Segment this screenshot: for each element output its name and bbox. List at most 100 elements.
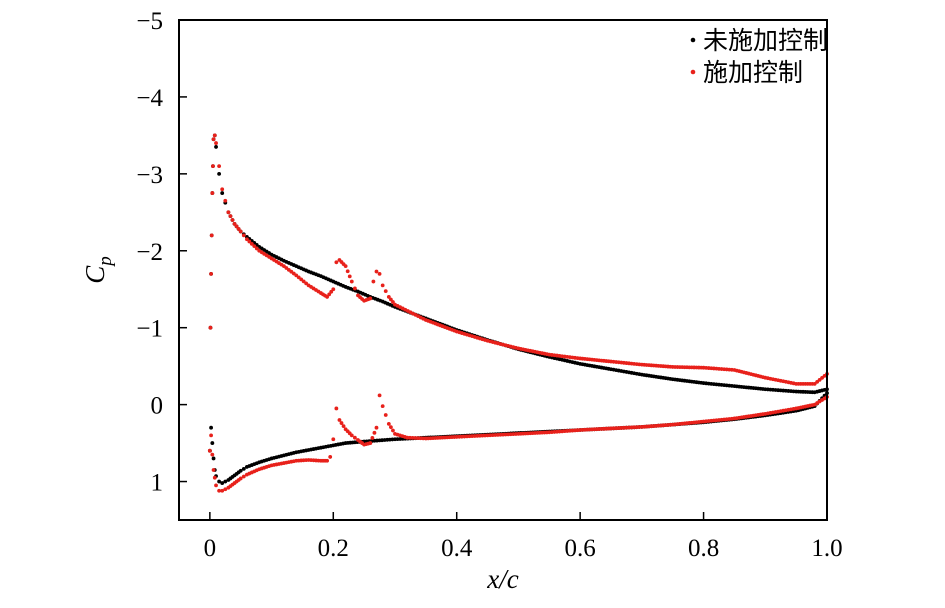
x-tick-label: 0.6 <box>565 535 596 562</box>
y-tick-label: −1 <box>136 316 163 343</box>
data-point <box>217 164 222 169</box>
data-point <box>352 435 357 440</box>
data-point <box>374 425 379 430</box>
data-point <box>209 433 213 438</box>
data-point <box>254 246 259 251</box>
data-point <box>232 221 237 226</box>
y-tick-label: −4 <box>136 85 163 112</box>
data-point <box>325 295 330 299</box>
data-point <box>208 325 213 330</box>
data-point <box>391 300 395 304</box>
data-point <box>352 286 357 291</box>
data-point <box>234 224 239 229</box>
data-point <box>244 237 249 242</box>
data-point <box>236 227 241 231</box>
data-point <box>217 479 222 484</box>
data-point <box>217 171 222 176</box>
data-point <box>383 289 388 294</box>
data-point <box>249 241 254 246</box>
x-tick-label: 0.8 <box>688 535 719 562</box>
legend-marker <box>690 37 696 43</box>
data-point <box>220 191 225 195</box>
data-point <box>368 296 373 301</box>
x-axis-title: x/c <box>486 564 518 594</box>
y-tick-label: 1 <box>151 470 164 497</box>
data-point <box>334 260 339 265</box>
data-point <box>341 424 346 429</box>
data-point <box>328 455 333 459</box>
y-axis-title-sub: p <box>95 256 116 268</box>
data-point <box>334 406 339 411</box>
data-point <box>349 279 354 284</box>
legend-label: 未施加控制 <box>703 26 828 55</box>
data-point <box>383 413 388 417</box>
data-point <box>380 283 385 288</box>
data-point <box>329 289 334 294</box>
x-tick-label: 0.4 <box>441 535 473 562</box>
data-point <box>388 425 393 430</box>
data-point <box>377 393 382 398</box>
data-point <box>377 271 382 276</box>
y-tick-label: −2 <box>136 239 163 266</box>
data-point <box>347 274 352 279</box>
data-point <box>223 198 228 203</box>
x-tick-label: 0.2 <box>318 535 349 562</box>
data-point <box>210 441 215 445</box>
data-point <box>209 271 213 276</box>
data-point <box>331 437 336 442</box>
data-point <box>241 233 246 238</box>
points-layer <box>207 133 829 493</box>
data-point <box>325 458 330 463</box>
data-point <box>220 187 225 192</box>
y-tick-label: 0 <box>151 393 164 420</box>
data-point <box>339 421 344 425</box>
data-point <box>211 456 216 461</box>
data-point <box>211 164 215 169</box>
data-point <box>327 292 332 297</box>
data-point <box>238 468 243 473</box>
data-point <box>210 452 215 457</box>
x-tick-label: 1.0 <box>811 535 842 562</box>
data-point <box>368 441 373 445</box>
data-point <box>207 448 212 453</box>
plot-frame <box>178 19 828 521</box>
data-point <box>345 269 350 274</box>
data-point <box>331 287 336 292</box>
data-point <box>238 476 243 481</box>
data-point <box>217 488 222 493</box>
data-point <box>212 133 217 138</box>
data-point <box>349 433 354 438</box>
data-point <box>370 436 375 440</box>
data-point <box>220 481 225 485</box>
data-point <box>380 404 385 409</box>
y-tick-label: −5 <box>136 8 163 35</box>
data-point <box>391 428 395 433</box>
data-point <box>238 229 243 234</box>
ticks-layer: 0 0.2 0.4 0.6 0.8 1.0 −5 −4 −3 −2 −1 0 1 <box>136 8 842 562</box>
data-point <box>386 421 391 426</box>
data-point <box>211 137 216 142</box>
data-point <box>241 474 246 479</box>
data-point <box>220 488 225 493</box>
data-point <box>212 475 217 480</box>
y-tick-label: −3 <box>136 162 163 189</box>
data-point <box>214 141 218 145</box>
data-point <box>209 233 214 238</box>
series-2-points <box>207 133 829 493</box>
data-point <box>214 145 218 149</box>
data-point <box>343 264 348 269</box>
legend-label: 施加控制 <box>703 58 803 87</box>
data-point <box>247 239 252 244</box>
data-point <box>371 279 376 284</box>
data-point <box>372 430 377 435</box>
data-point <box>226 210 231 215</box>
data-point <box>228 214 233 219</box>
data-point <box>209 425 213 430</box>
legend-marker <box>690 69 696 75</box>
data-point <box>374 269 379 274</box>
data-point <box>386 295 391 299</box>
data-point <box>211 468 216 472</box>
y-axis-title-main: C <box>80 265 110 284</box>
